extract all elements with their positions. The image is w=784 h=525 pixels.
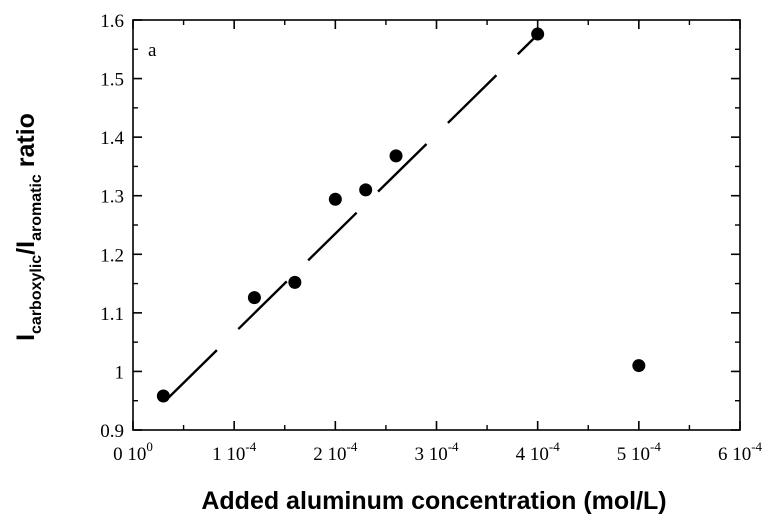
x-axis-ticks: 0 100 1 10-4 2 10-4 3 10-4 4 10-4 5 10-4 6 10-… (113, 20, 763, 465)
y-axis-title-sub2: aromatic (28, 174, 45, 241)
y-axis-title: Icarboxylic/Iaromatic ratio (12, 113, 45, 341)
x-tick-label: 1 10-4 (212, 439, 257, 465)
x-tick-base: 10 (631, 444, 650, 465)
x-tick-mantissa: 1 (212, 444, 222, 465)
y-axis-title-tail: ratio (12, 113, 40, 174)
panel-label: a (148, 40, 157, 61)
x-tick-exponent: -4 (448, 439, 459, 454)
data-point (632, 359, 646, 373)
y-tick-label: 1.1 (100, 304, 124, 325)
data-point (328, 192, 342, 206)
y-tick-label: 1 (115, 362, 125, 383)
x-tick-mantissa: 6 (718, 444, 728, 465)
x-tick-mantissa: 3 (414, 444, 424, 465)
x-tick-base: 10 (226, 444, 245, 465)
x-tick-label: 2 10-4 (313, 439, 358, 465)
x-tick-mantissa: 5 (617, 444, 627, 465)
x-tick-exponent: -4 (245, 439, 256, 454)
x-tick-label: 5 10-4 (617, 439, 662, 465)
data-point (359, 183, 373, 197)
y-tick-label: 1.6 (100, 11, 124, 32)
y-tick-label: 1.3 (100, 187, 124, 208)
x-tick-exponent: -4 (751, 439, 762, 454)
data-point (389, 149, 403, 163)
plot-frame (132, 19, 741, 431)
y-tick-label: 1.4 (100, 128, 124, 149)
x-tick-label: 0 100 (113, 439, 153, 465)
x-tick-base: 10 (429, 444, 448, 465)
x-tick-label: 3 10-4 (414, 439, 459, 465)
fit-line (167, 33, 539, 399)
data-point (156, 389, 170, 403)
y-tick-label: 1.2 (100, 245, 124, 266)
x-tick-mantissa: 0 (113, 444, 123, 465)
y-axis-title-sub1: carboxylic (28, 255, 45, 334)
x-tick-base: 10 (732, 444, 751, 465)
x-tick-label: 4 10-4 (516, 439, 561, 465)
x-tick-exponent: -4 (347, 439, 358, 454)
y-axis-title-mid: /I (12, 241, 40, 255)
x-tick-label: 6 10-4 (718, 439, 763, 465)
x-tick-exponent: -4 (650, 439, 661, 454)
x-tick-base: 10 (127, 444, 146, 465)
y-axis-title-main: I (12, 334, 40, 341)
x-axis-title: Added aluminum concentration (mol/L) (201, 487, 666, 515)
plot-area (132, 19, 741, 431)
data-point (288, 275, 302, 289)
data-point (247, 291, 261, 305)
y-tick-label: 1.5 (100, 70, 124, 91)
fit-line-segment (167, 33, 539, 399)
x-tick-exponent: 0 (146, 439, 153, 454)
y-axis-ticks: 0.9 1 1.1 1.2 1.3 1.4 1.5 1.6 (100, 11, 740, 442)
x-tick-exponent: -4 (549, 439, 560, 454)
y-tick-label: 0.9 (100, 421, 124, 442)
x-tick-mantissa: 2 (313, 444, 323, 465)
x-tick-base: 10 (328, 444, 347, 465)
x-tick-base: 10 (530, 444, 549, 465)
data-point (531, 27, 545, 41)
data-points (156, 27, 646, 403)
x-tick-mantissa: 4 (516, 444, 526, 465)
